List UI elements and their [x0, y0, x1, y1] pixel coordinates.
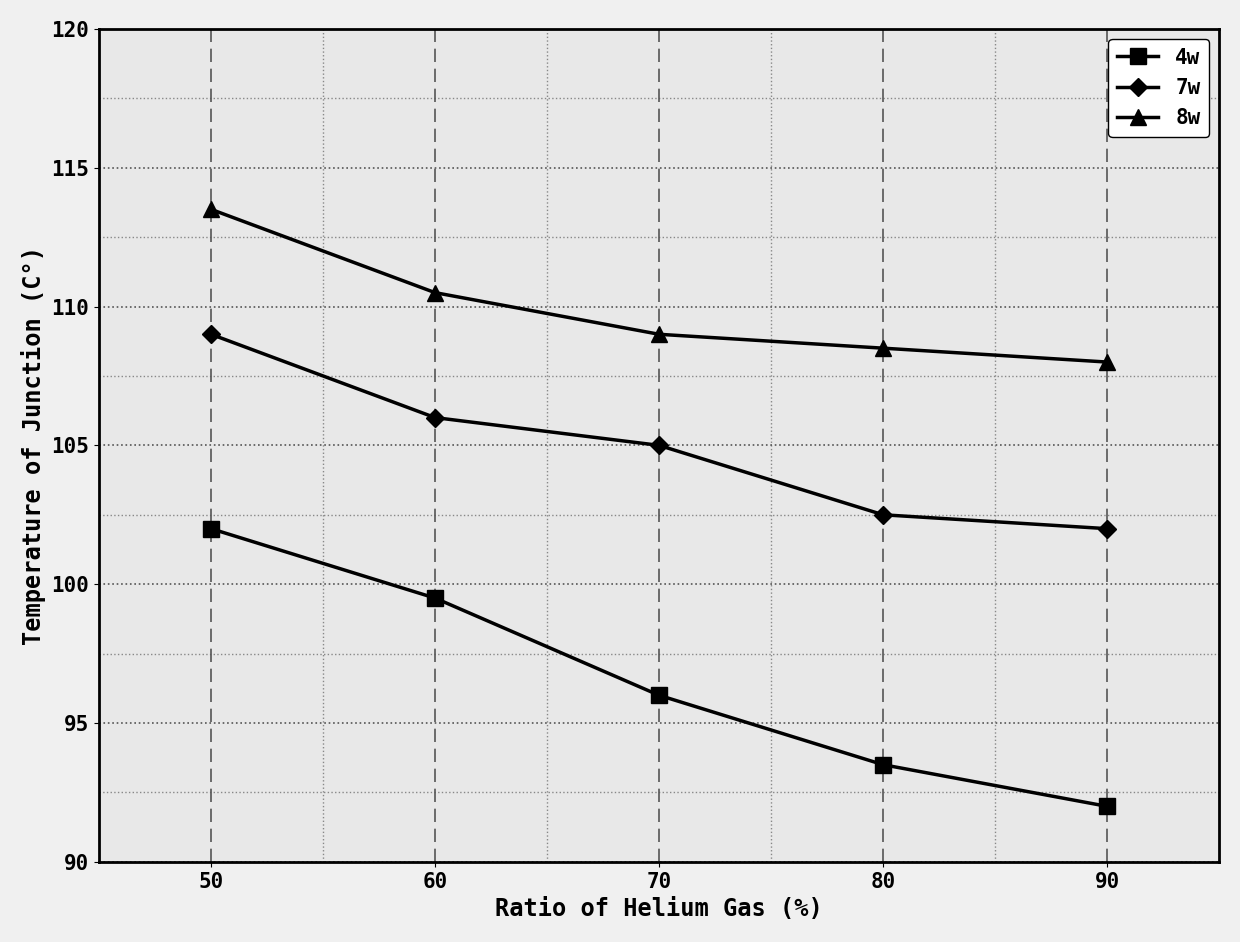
Line: 7w: 7w [205, 328, 1114, 535]
7w [203, 329, 218, 340]
Legend: 4w, 7w, 8w: 4w, 7w, 8w [1109, 40, 1209, 137]
8w [875, 343, 890, 354]
7w [428, 412, 443, 423]
8w [1100, 356, 1115, 367]
4w [203, 523, 218, 534]
7w [875, 509, 890, 520]
8w [652, 329, 667, 340]
7w [652, 440, 667, 451]
4w [652, 690, 667, 701]
Line: 8w: 8w [202, 201, 1116, 370]
Line: 4w: 4w [203, 521, 1115, 814]
7w [1100, 523, 1115, 534]
4w [875, 759, 890, 771]
8w [203, 203, 218, 215]
4w [428, 593, 443, 604]
Y-axis label: Temperature of Junction (C°): Temperature of Junction (C°) [21, 246, 46, 645]
8w [428, 287, 443, 299]
4w [1100, 801, 1115, 812]
X-axis label: Ratio of Helium Gas (%): Ratio of Helium Gas (%) [495, 897, 823, 921]
